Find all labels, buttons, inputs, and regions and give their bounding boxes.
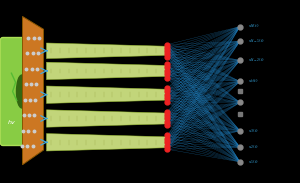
Polygon shape	[22, 16, 44, 165]
FancyBboxPatch shape	[0, 38, 33, 145]
Text: $s_{N-1}(t)$: $s_{N-1}(t)$	[248, 37, 265, 45]
Polygon shape	[46, 43, 168, 59]
Polygon shape	[46, 110, 168, 127]
Text: $s_2(t)$: $s_2(t)$	[248, 143, 259, 151]
Text: $s_k(t)$: $s_k(t)$	[248, 78, 258, 85]
Ellipse shape	[16, 75, 27, 108]
Text: $s_3(t)$: $s_3(t)$	[248, 127, 259, 135]
Text: $s_1(t)$: $s_1(t)$	[248, 158, 259, 166]
Polygon shape	[46, 62, 168, 80]
Text: $s_{N-2}(t)$: $s_{N-2}(t)$	[248, 57, 265, 64]
Text: hv: hv	[8, 120, 15, 125]
Text: $s_N(t)$: $s_N(t)$	[248, 23, 259, 30]
Polygon shape	[46, 86, 168, 103]
Polygon shape	[46, 134, 168, 151]
